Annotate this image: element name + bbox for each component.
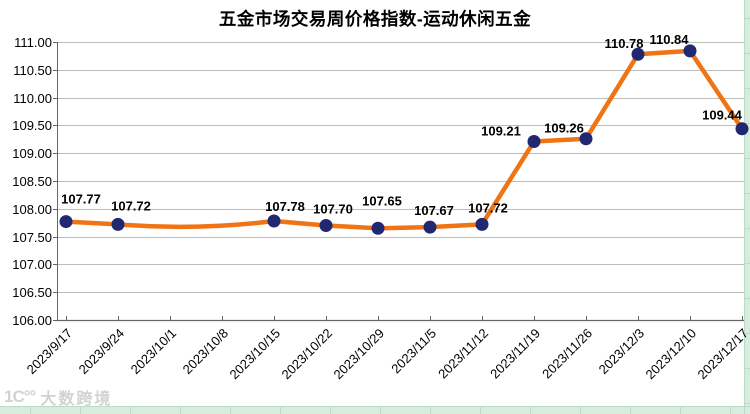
data-point-marker [527,135,541,149]
y-axis-tick-label: 111.00 [14,35,52,50]
data-point-marker [371,221,385,235]
y-axis-tick-label: 109.00 [12,146,52,161]
data-point-label: 107.77 [61,192,101,207]
y-axis-tick-label: 107.50 [12,230,52,245]
data-point-marker [423,220,437,234]
x-axis-tick-label: 2023/11/19 [487,326,543,382]
x-axis-tick-label: 2023/11/26 [539,326,595,382]
data-point-label: 107.65 [362,193,402,208]
x-axis-tick-label: 2023/12/17 [694,326,750,383]
data-point-label: 107.72 [468,200,508,215]
price-index-line [63,48,745,231]
data-point-label: 109.21 [481,124,521,139]
data-point-marker [111,217,125,231]
x-axis-tick-label: 2023/11/5 [388,326,439,377]
y-axis-tick-label: 110.00 [13,91,52,106]
spreadsheet-cells-bottom [0,406,750,414]
x-axis-tick-label: 2023/9/24 [76,326,128,378]
data-point-marker [267,214,281,228]
x-axis-tick-label: 2023/10/22 [278,326,335,383]
data-point-label: 109.44 [702,108,743,123]
data-point-marker [579,132,593,146]
x-axis-tick-label: 2023/10/15 [226,326,283,383]
y-axis-tick-label: 109.50 [12,118,52,133]
y-axis-tick-label: 110.50 [13,63,52,78]
y-axis-tick-label: 106.50 [12,285,52,300]
x-axis-tick-label: 2023/10/8 [180,326,232,378]
data-point-marker [735,122,749,136]
data-point-marker [319,218,333,232]
data-point-label: 109.26 [544,121,584,136]
x-axis-tick-label: 2023/10/1 [128,326,180,378]
data-point-label: 107.72 [111,198,151,213]
x-axis-tick-label: 2023/11/12 [435,326,491,382]
x-axis-tick-label: 2023/9/17 [24,326,76,378]
y-axis-tick-label: 107.00 [12,257,52,272]
spreadsheet-cells-right [744,0,750,414]
x-axis-tick-label: 2023/12/3 [596,326,648,378]
y-axis-tick-label: 108.50 [12,174,52,189]
data-point-marker [475,217,489,231]
data-point-label: 107.78 [265,199,305,214]
chart-title: 五金市场交易周价格指数-运动休闲五金 [218,9,532,29]
x-axis-tick-label: 2023/10/29 [330,326,387,383]
y-axis-tick-label: 108.00 [12,202,52,217]
data-point-label: 110.84 [649,32,689,47]
x-axis-tick-label: 2023/12/10 [642,326,699,383]
y-axis-tick-label: 106.00 [12,313,52,328]
data-point-label: 107.70 [313,201,353,216]
data-point-label: 110.78 [604,36,643,51]
data-point-marker [631,47,645,61]
data-point-label: 107.67 [414,203,454,218]
data-point-marker [683,44,697,58]
data-point-marker [59,215,73,229]
